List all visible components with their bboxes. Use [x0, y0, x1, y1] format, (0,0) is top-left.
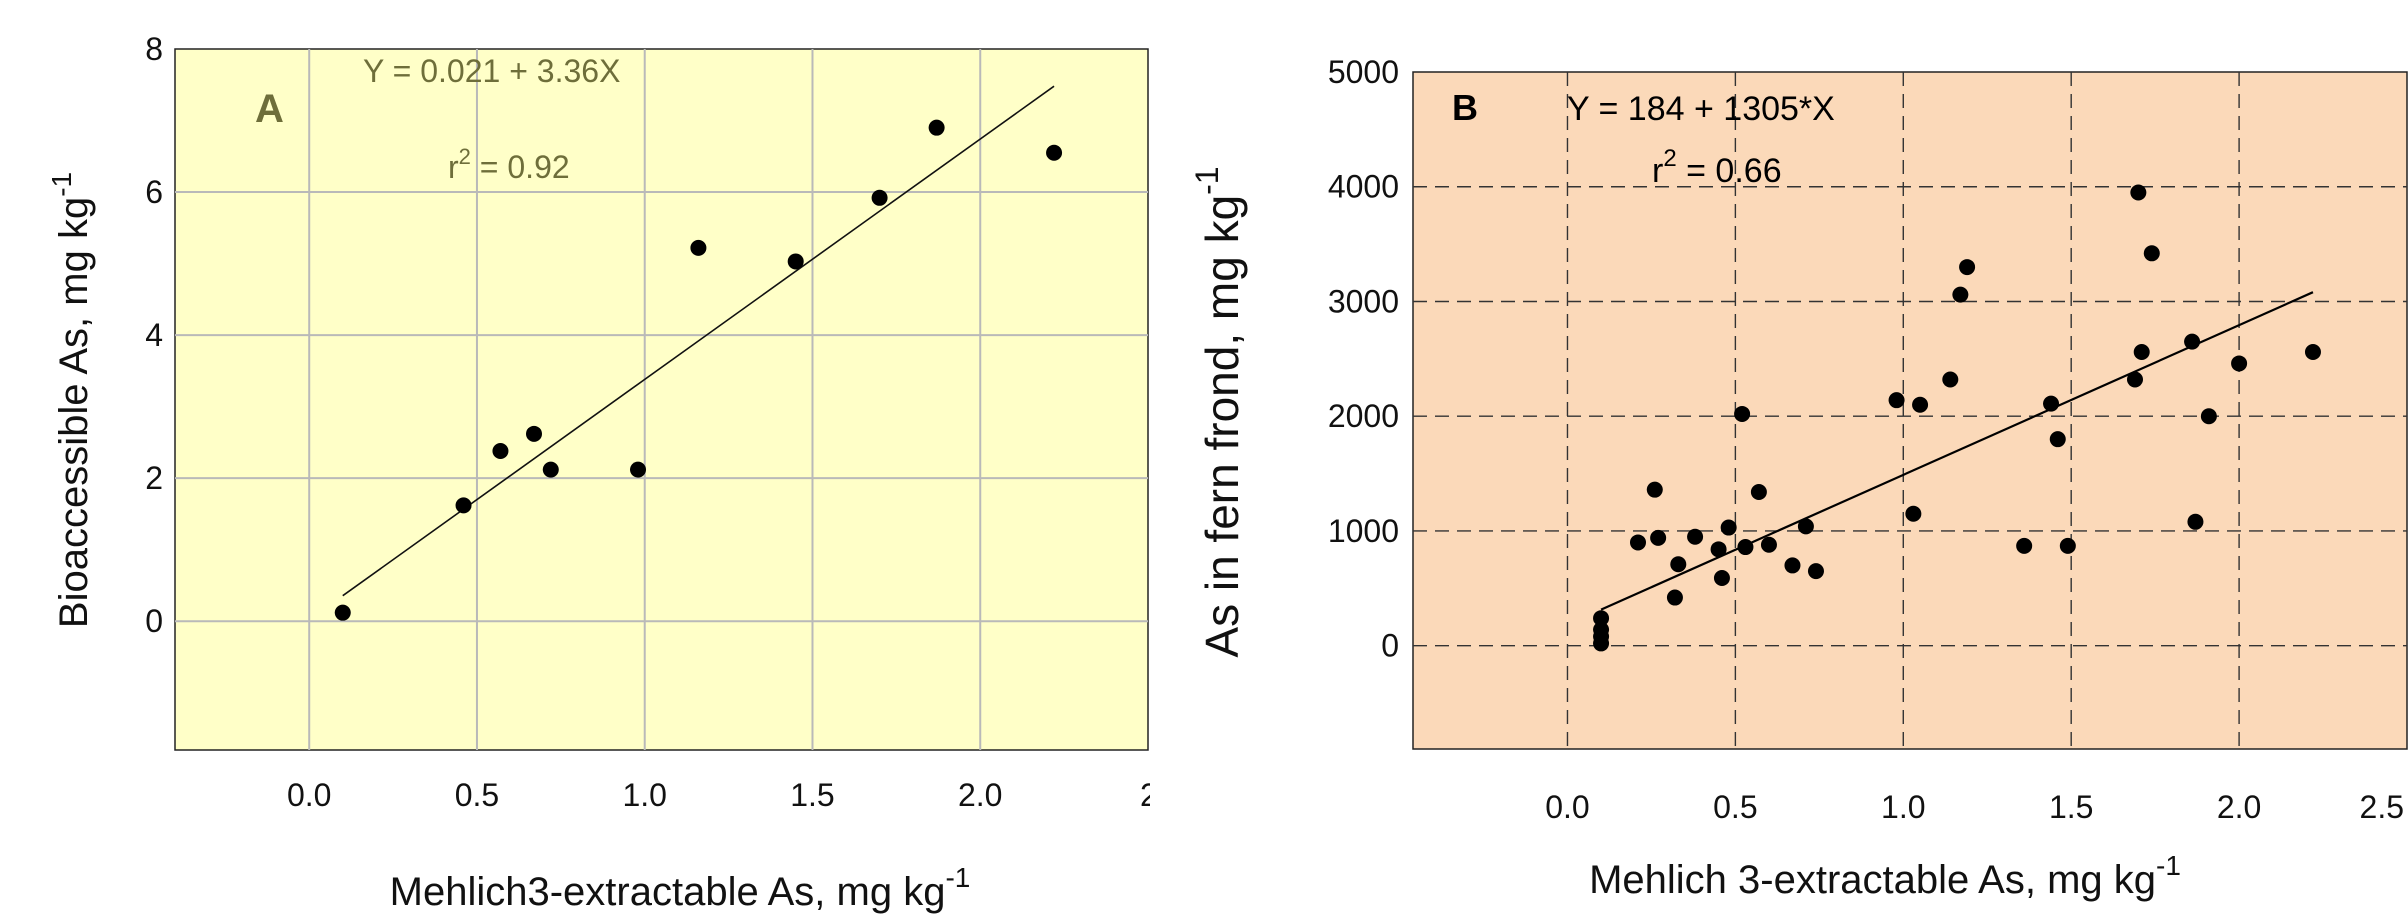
- y-tick-label: 8: [145, 31, 163, 67]
- data-point: [2200, 408, 2217, 425]
- panel-b-points: [1593, 184, 2321, 652]
- panel-a-x-tick-labels: 0.0 0.5 1.0 1.5 2.0 2: [287, 777, 1158, 813]
- y-tick-label: 5000: [1328, 54, 1399, 90]
- data-point: [455, 497, 472, 514]
- panel-b-x-tick-labels: 0.0 0.5 1.0 1.5 2.0 2.5: [1545, 789, 2404, 825]
- y-tick-label: 1000: [1328, 513, 1399, 549]
- data-point: [1650, 529, 1667, 546]
- data-point: [1720, 519, 1737, 536]
- data-point: [1629, 534, 1646, 551]
- panel-b-equation: Y = 184 + 1305*X: [1567, 90, 1835, 128]
- panel-a-equation: Y = 0.021 + 3.36X: [363, 53, 620, 89]
- data-point: [1784, 557, 1801, 574]
- data-point: [1734, 405, 1751, 422]
- x-tick-label: 1.0: [622, 777, 666, 813]
- panel-b-x-axis-title: Mehlich 3-extractable As, mg kg-1: [1589, 850, 2181, 902]
- panel-a-x-axis-title: Mehlich3-extractable As, mg kg-1: [390, 862, 971, 914]
- panel-b-r-squared: r2 = 0.66: [1652, 145, 1782, 190]
- data-point: [542, 461, 559, 478]
- data-point: [1666, 589, 1683, 606]
- data-point: [2043, 395, 2060, 412]
- data-point: [2133, 343, 2150, 360]
- data-point: [2184, 333, 2201, 350]
- data-point: [2130, 184, 2147, 201]
- panel-a-chart: 0 2 4 6 8 0.0 0.5 1.0 1.5 2.0 2 A Y = 0.021 + 3.3…: [46, 31, 1158, 914]
- panel-a-r-squared: r2 = 0.92: [448, 144, 570, 185]
- panel-b-y-tick-labels: 0 1000 2000 3000 4000 5000: [1328, 54, 1399, 664]
- x-tick-label: 2.0: [958, 777, 1002, 813]
- data-point: [1046, 144, 1063, 161]
- data-point: [787, 253, 804, 270]
- y-tick-label: 0: [1381, 628, 1399, 664]
- panel-a-letter: A: [255, 87, 284, 131]
- data-point: [1713, 570, 1730, 587]
- x-tick-label: 2.0: [2217, 789, 2261, 825]
- x-tick-label: 0.0: [287, 777, 331, 813]
- data-point: [1952, 286, 1969, 303]
- data-point: [1670, 556, 1687, 573]
- panel-b-letter: B: [1452, 87, 1478, 128]
- data-point: [2016, 537, 2033, 554]
- data-point: [2143, 245, 2160, 262]
- data-point: [630, 461, 647, 478]
- y-tick-label: 4000: [1328, 169, 1399, 205]
- data-point: [1687, 528, 1704, 545]
- data-point: [1737, 539, 1754, 556]
- data-point: [1760, 536, 1777, 553]
- data-point: [334, 604, 351, 621]
- panel-a-points: [334, 119, 1063, 621]
- x-tick-label: 2.5: [2360, 789, 2404, 825]
- data-point: [1710, 541, 1727, 558]
- data-point: [1942, 371, 1959, 388]
- x-tick-label: 2: [1140, 777, 1158, 813]
- data-point: [928, 119, 945, 136]
- panel-a-plot-area: [174, 48, 1149, 751]
- x-tick-label: 0.5: [455, 777, 499, 813]
- data-point: [2231, 355, 2248, 372]
- x-tick-label: 1.5: [790, 777, 834, 813]
- data-point: [2304, 343, 2321, 360]
- panel-b-gridlines: [1413, 72, 2407, 749]
- y-tick-label: 2000: [1328, 398, 1399, 434]
- y-tick-label: 6: [145, 174, 163, 210]
- y-tick-label: 2: [145, 460, 163, 496]
- data-point: [871, 189, 888, 206]
- data-point: [1807, 563, 1824, 580]
- x-tick-label: 1.0: [1881, 789, 1925, 825]
- data-point: [1905, 505, 1922, 522]
- panel-b-plot-area: [1412, 71, 2408, 750]
- data-point: [1646, 481, 1663, 498]
- panel-b-y-axis-title: As in fern frond, mg kg-1: [1189, 166, 1248, 657]
- data-point: [2126, 371, 2143, 388]
- y-tick-label: 3000: [1328, 283, 1399, 319]
- x-tick-label: 0.5: [1713, 789, 1757, 825]
- data-point: [1912, 396, 1929, 413]
- data-point: [1959, 259, 1976, 276]
- data-point: [526, 425, 543, 442]
- data-point: [1593, 610, 1610, 627]
- panel-b-chart: 0 1000 2000 3000 4000 5000 0.0 0.5 1.0 1.5 2.0 2.5…: [1189, 54, 2408, 902]
- x-tick-label: 0.0: [1545, 789, 1589, 825]
- data-point: [2049, 431, 2066, 448]
- data-point: [2187, 513, 2204, 530]
- data-point: [690, 239, 707, 256]
- panel-a-gridlines: [175, 49, 1148, 750]
- y-tick-label: 4: [145, 317, 163, 353]
- data-point: [492, 443, 509, 460]
- data-point: [2059, 537, 2076, 554]
- data-point: [1593, 635, 1610, 652]
- data-point: [1797, 518, 1814, 535]
- panel-a-y-tick-labels: 0 2 4 6 8: [145, 31, 163, 639]
- data-point: [1888, 392, 1905, 409]
- y-tick-label: 0: [145, 603, 163, 639]
- x-tick-label: 1.5: [2049, 789, 2093, 825]
- panel-a-y-axis-title: Bioaccessible As, mg kg-1: [46, 172, 96, 628]
- data-point: [1750, 483, 1767, 500]
